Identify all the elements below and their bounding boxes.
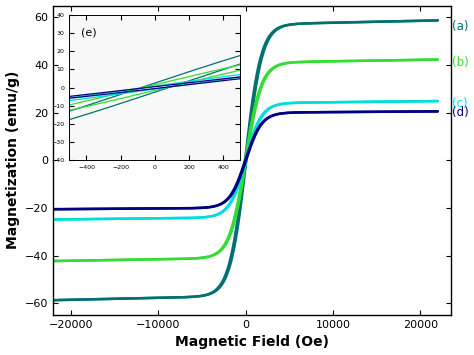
Text: (a): (a) xyxy=(452,21,468,33)
Text: (b): (b) xyxy=(452,56,468,69)
X-axis label: Magnetic Field (Oe): Magnetic Field (Oe) xyxy=(175,335,329,349)
Text: (d): (d) xyxy=(452,106,468,119)
Y-axis label: Magnetization (emu/g): Magnetization (emu/g) xyxy=(6,71,19,250)
Text: (c): (c) xyxy=(452,97,467,110)
